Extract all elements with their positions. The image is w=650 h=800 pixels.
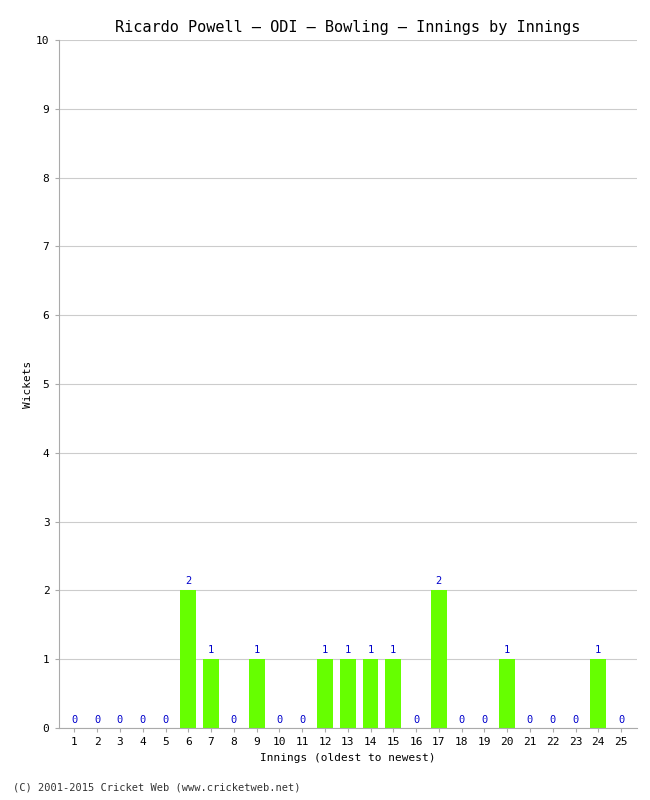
Text: 0: 0 — [458, 715, 465, 726]
Text: 1: 1 — [504, 645, 510, 655]
Text: 0: 0 — [94, 715, 100, 726]
Bar — [180, 590, 196, 728]
Bar — [340, 659, 356, 728]
Text: 0: 0 — [550, 715, 556, 726]
Text: 2: 2 — [185, 576, 192, 586]
Bar — [431, 590, 447, 728]
Text: 0: 0 — [140, 715, 146, 726]
Text: (C) 2001-2015 Cricket Web (www.cricketweb.net): (C) 2001-2015 Cricket Web (www.cricketwe… — [13, 782, 300, 792]
Title: Ricardo Powell – ODI – Bowling – Innings by Innings: Ricardo Powell – ODI – Bowling – Innings… — [115, 20, 580, 34]
Text: 1: 1 — [367, 645, 374, 655]
Text: 0: 0 — [117, 715, 123, 726]
Text: 1: 1 — [254, 645, 260, 655]
Text: 1: 1 — [322, 645, 328, 655]
Text: 0: 0 — [527, 715, 533, 726]
Bar — [499, 659, 515, 728]
Text: 0: 0 — [162, 715, 168, 726]
Bar — [385, 659, 401, 728]
X-axis label: Innings (oldest to newest): Innings (oldest to newest) — [260, 753, 436, 762]
Text: 0: 0 — [276, 715, 283, 726]
Text: 1: 1 — [208, 645, 214, 655]
Text: 2: 2 — [436, 576, 442, 586]
Text: 1: 1 — [390, 645, 396, 655]
Text: 0: 0 — [231, 715, 237, 726]
Text: 0: 0 — [481, 715, 488, 726]
Bar — [249, 659, 265, 728]
Text: 0: 0 — [299, 715, 305, 726]
Text: 1: 1 — [344, 645, 351, 655]
Y-axis label: Wickets: Wickets — [23, 360, 33, 408]
Bar — [363, 659, 378, 728]
Text: 1: 1 — [595, 645, 601, 655]
Text: 0: 0 — [72, 715, 77, 726]
Bar — [317, 659, 333, 728]
Text: 0: 0 — [618, 715, 624, 726]
Text: 0: 0 — [573, 715, 578, 726]
Bar — [203, 659, 219, 728]
Bar — [590, 659, 606, 728]
Text: 0: 0 — [413, 715, 419, 726]
